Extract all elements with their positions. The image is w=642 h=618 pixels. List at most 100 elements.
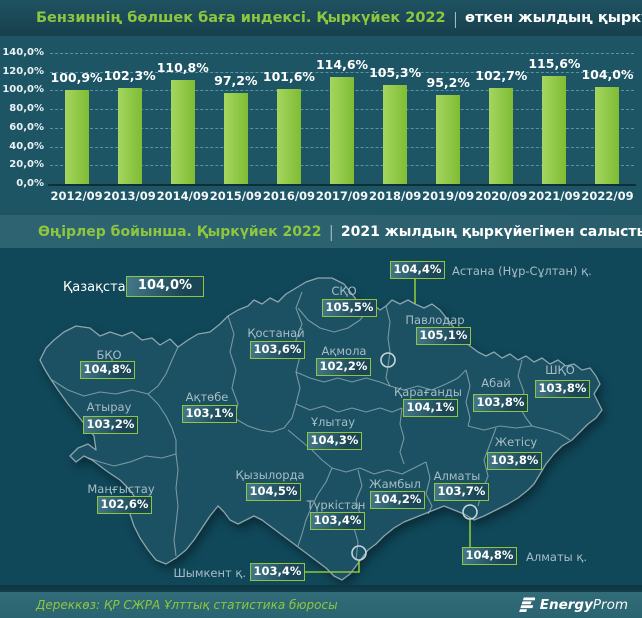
y-tick-label: 40,0% [9, 140, 44, 152]
astana-label: Астана (Нұр-Сұлтан) қ. [452, 264, 592, 278]
data-source: Дереккөз: ҚР СЖРА Ұлттық статистика бюро… [36, 598, 338, 612]
bars-area: 100,9% 102,3% 110,8% 97,2% 101,6% 114,6% 105,3… [50, 53, 634, 184]
bar [542, 75, 567, 184]
title-separator: | [452, 8, 459, 28]
bar-value-label: 110,8% [156, 60, 209, 76]
bar-column: 104,0% [581, 53, 634, 184]
region-value-box: 103,2% [83, 416, 138, 434]
region-value-box: 103,1% [182, 405, 237, 423]
bar [489, 87, 514, 184]
country-value-box: 104,0% [126, 276, 204, 297]
separator-strip [0, 585, 642, 592]
x-tick-label: 2013/09 [103, 189, 156, 203]
y-tick-label: 0,0% [16, 178, 44, 189]
section-title-bar: Өңірлер бойынша. Қыркүйек 2022 | 2021 жы… [0, 215, 642, 248]
almaty-city-value-box: 104,8% [462, 547, 517, 565]
bar [223, 93, 248, 184]
x-tick-label: 2022/09 [581, 189, 634, 203]
x-tick-label: 2018/09 [369, 189, 422, 203]
shymkent-connector [303, 560, 360, 573]
bar-value-label: 114,6% [315, 56, 369, 72]
bar [64, 89, 89, 184]
astana-marker [380, 352, 396, 368]
main-title-bar: Бензиннің бөлшек баға индексі. Қыркүйек … [0, 0, 642, 36]
energyprom-icon [518, 597, 535, 612]
region-label: Маңғыстау [87, 482, 155, 496]
region-value-box: 103,8% [535, 380, 590, 398]
footer: Дереккөз: ҚР СЖРА Ұлттық статистика бюро… [0, 592, 642, 618]
region-label: СҚО [331, 284, 357, 298]
region-value-box: 102,6% [97, 496, 152, 514]
region-value-box: 105,5% [322, 299, 377, 317]
region-label: Абай [481, 376, 511, 390]
bar [436, 94, 461, 184]
bar [330, 76, 355, 184]
bar [117, 88, 142, 184]
bar-value-label: 97,2% [214, 73, 258, 89]
bar [595, 86, 620, 184]
bar-column: 115,6% [528, 53, 581, 184]
region-value-box: 104,1% [403, 399, 458, 417]
bar-value-label: 115,6% [528, 55, 581, 71]
shymkent-city-value-box: 103,4% [250, 563, 305, 581]
y-tick-label: 140,0% [2, 47, 44, 58]
x-tick-label: 2015/09 [209, 189, 262, 203]
kazakhstan-map [39, 277, 603, 581]
bar-value-label: 101,6% [262, 68, 315, 84]
x-tick-label: 2019/09 [422, 189, 475, 203]
almaty-city-label: Алматы қ. [526, 550, 587, 564]
region-label: Қарағанды [394, 385, 462, 399]
y-tick-label: 120,0% [2, 65, 44, 77]
bar-value-label: 95,2% [426, 74, 470, 90]
city-connectors [303, 279, 471, 573]
region-label: Жетісу [494, 435, 538, 449]
region-label: ШҚО [545, 363, 575, 377]
x-tick-label: 2012/09 [50, 189, 103, 203]
region-label: БҚО [96, 348, 122, 362]
region-value-box: 105,1% [416, 327, 471, 345]
shymkent-city-label: Шымкент қ. [173, 566, 246, 580]
region-label: Қостанай [247, 326, 305, 340]
section-title-green: Өңірлер бойынша. Қыркүйек 2022 [38, 223, 322, 240]
region-label: Түркістан [306, 498, 366, 512]
main-title-green: Бензиннің бөлшек баға индексі. Қыркүйек … [36, 10, 446, 26]
country-label: Қазақстан [63, 280, 135, 295]
x-axis: 2012/09 2013/09 2014/09 2015/09 2016/09 2017/… [50, 189, 634, 203]
region-value-box: 103,8% [473, 394, 528, 412]
region-value-box: 103,7% [434, 483, 489, 501]
bar [170, 80, 195, 184]
region-value-box: 104,2% [370, 491, 425, 509]
bar-column: 97,2% [209, 53, 262, 184]
bar-value-label: 100,9% [50, 69, 103, 85]
bar [276, 88, 301, 184]
region-value-box: 104,3% [307, 432, 362, 450]
bar-column: 105,3% [369, 53, 422, 184]
x-tick-label: 2014/09 [156, 189, 209, 203]
bar [383, 85, 408, 184]
main-title-white: өткен жылдың қыркүйегімен салыстырғанда … [465, 10, 642, 26]
region-value-box: 102,2% [316, 358, 371, 376]
region-value-box: 103,4% [310, 512, 365, 530]
region-value-box: 103,6% [250, 341, 305, 359]
bar-column: 101,6% [262, 53, 315, 184]
gridline [50, 53, 634, 54]
astana-value-box: 104,4% [390, 261, 445, 279]
region-borders [51, 291, 571, 561]
almaty-marker [462, 504, 478, 520]
region-label: Ақтөбе [185, 390, 229, 404]
bar-column: 114,6% [315, 53, 368, 184]
y-tick-label: 60,0% [9, 121, 44, 133]
y-tick-label: 80,0% [9, 103, 44, 115]
bar-column: 102,3% [103, 53, 156, 184]
gridline [50, 71, 634, 73]
region-value-box: 104,5% [246, 483, 301, 501]
shymkent-marker [351, 545, 367, 561]
region-label: Жамбыл [369, 477, 421, 491]
y-tick-label: 100,0% [2, 84, 44, 96]
kazakhstan-outline [39, 277, 603, 581]
x-tick-label: 2020/09 [475, 189, 528, 203]
region-label: Ақмола [321, 344, 367, 358]
x-tick-label: 2021/09 [528, 189, 581, 203]
energyprom-wordmark: EnergyProm [539, 597, 628, 613]
